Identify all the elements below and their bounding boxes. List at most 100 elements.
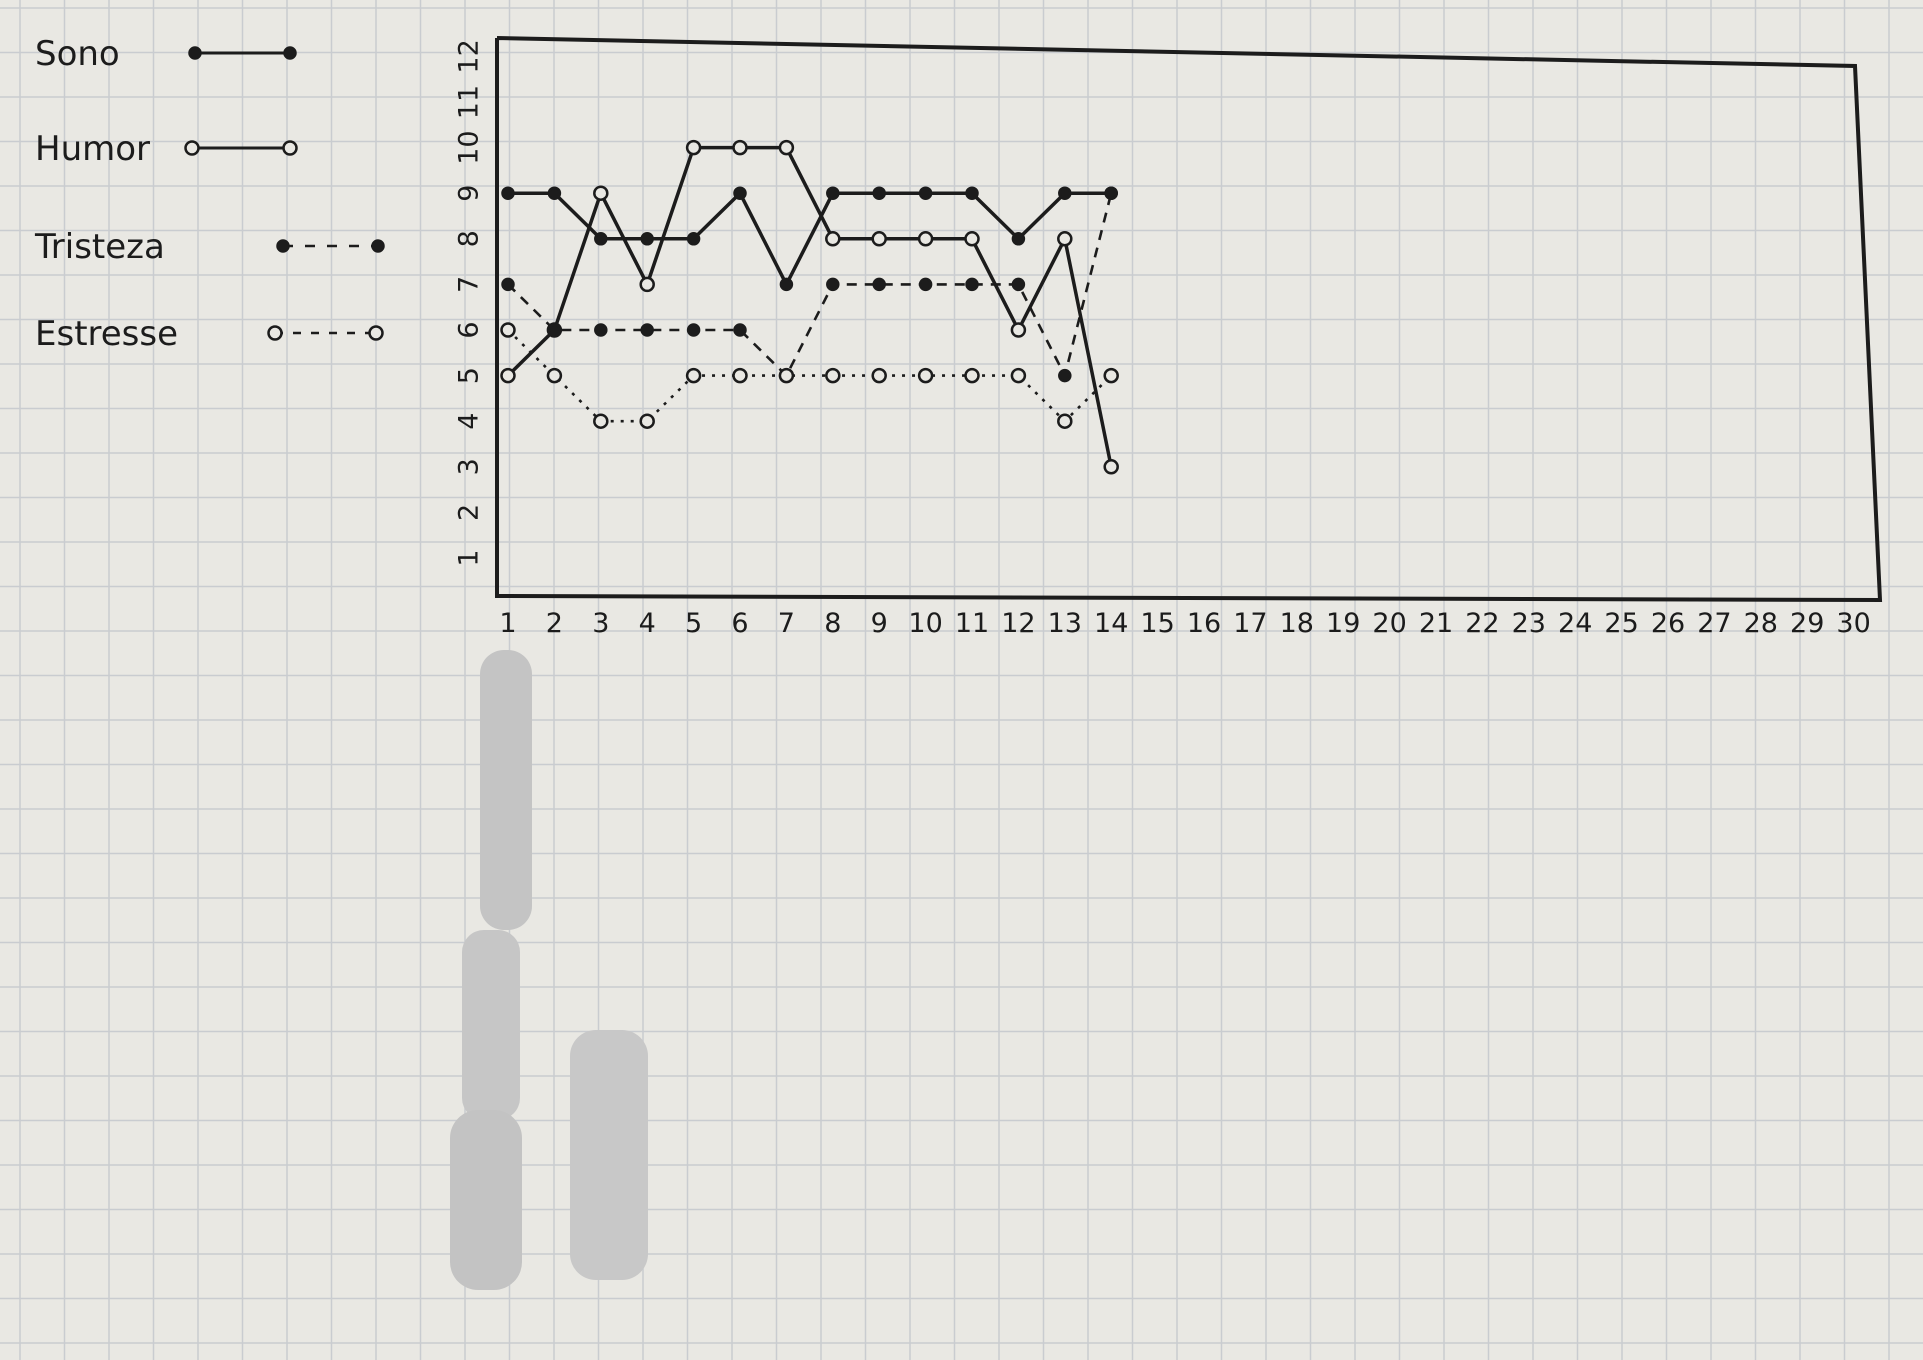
series-estresse bbox=[500, 322, 1119, 429]
data-point bbox=[965, 277, 979, 292]
legend-marker-sample bbox=[371, 239, 385, 253]
data-point bbox=[779, 277, 794, 292]
data-point bbox=[872, 277, 886, 292]
data-point bbox=[732, 139, 748, 156]
data-point bbox=[733, 323, 747, 337]
data-point bbox=[1103, 459, 1119, 475]
data-point bbox=[826, 277, 840, 292]
series-tristeza bbox=[501, 186, 1118, 383]
data-point bbox=[686, 232, 701, 246]
legend: Sono Humor Tristeza Estresse bbox=[34, 34, 385, 354]
data-point bbox=[918, 277, 933, 292]
x-tick-label: 15 bbox=[1140, 608, 1174, 639]
data-point bbox=[593, 413, 609, 429]
x-tick-label: 12 bbox=[1001, 608, 1035, 639]
x-tick-label: 8 bbox=[824, 608, 841, 639]
x-tick-label: 18 bbox=[1280, 608, 1314, 639]
legend-marker-sample bbox=[267, 325, 283, 341]
series-layer bbox=[500, 139, 1119, 475]
data-point bbox=[686, 323, 701, 337]
data-point bbox=[917, 367, 934, 384]
legend-marker-sample bbox=[283, 46, 297, 60]
x-tick-label: 14 bbox=[1094, 608, 1128, 639]
x-tick-label: 2 bbox=[546, 608, 563, 639]
series-line bbox=[506, 145, 1113, 468]
x-tick-label: 20 bbox=[1372, 608, 1406, 639]
y-tick-label: 6 bbox=[454, 321, 485, 338]
data-point bbox=[918, 186, 933, 200]
x-tick-label: 11 bbox=[955, 608, 989, 639]
data-point bbox=[547, 186, 562, 200]
data-point bbox=[501, 186, 515, 200]
data-point bbox=[500, 322, 516, 338]
data-point bbox=[1103, 367, 1119, 384]
x-tick-label: 19 bbox=[1326, 608, 1360, 639]
data-point bbox=[594, 323, 608, 337]
data-point bbox=[546, 367, 563, 384]
y-tick-label: 11 bbox=[454, 85, 485, 119]
x-tick-label: 9 bbox=[871, 608, 888, 639]
chart-frame bbox=[495, 36, 1883, 603]
data-point bbox=[1010, 322, 1027, 338]
y-tick-label: 10 bbox=[454, 130, 485, 164]
data-point bbox=[826, 186, 840, 200]
legend-marker-sample bbox=[282, 140, 298, 156]
data-point bbox=[640, 232, 654, 246]
x-tick-label: 30 bbox=[1836, 608, 1870, 639]
smudge-strip-side bbox=[570, 1030, 648, 1280]
x-tick-label: 24 bbox=[1558, 608, 1592, 639]
x-tick-label: 25 bbox=[1604, 608, 1638, 639]
chart-border bbox=[495, 36, 1883, 603]
legend-label: Humor bbox=[35, 129, 150, 169]
y-tick-label: 8 bbox=[454, 230, 485, 247]
legend-item-humor: Humor bbox=[35, 129, 298, 169]
data-point bbox=[732, 367, 748, 384]
data-point bbox=[1104, 186, 1118, 200]
erased-smudge bbox=[450, 650, 648, 1290]
legend-item-sono: Sono bbox=[35, 34, 297, 74]
data-point bbox=[825, 367, 841, 384]
x-tick-label: 1 bbox=[499, 608, 516, 639]
x-tick-label: 7 bbox=[778, 608, 795, 639]
legend-marker-sample bbox=[368, 325, 384, 341]
legend-item-tristeza: Tristeza bbox=[34, 227, 385, 267]
data-point bbox=[640, 323, 654, 337]
x-tick-label: 17 bbox=[1233, 608, 1267, 639]
data-point bbox=[1058, 186, 1072, 200]
x-tick-label: 29 bbox=[1790, 608, 1824, 639]
legend-label: Sono bbox=[35, 34, 120, 74]
legend-marker-sample bbox=[188, 46, 202, 60]
data-point bbox=[733, 186, 747, 200]
x-tick-label: 10 bbox=[908, 608, 942, 639]
data-point bbox=[594, 232, 608, 246]
smudge-strip-lower bbox=[450, 1110, 522, 1290]
x-tick-label: 4 bbox=[639, 608, 656, 639]
x-tick-label: 13 bbox=[1048, 608, 1082, 639]
y-tick-label: 9 bbox=[454, 185, 485, 202]
data-point bbox=[639, 276, 655, 293]
data-point bbox=[778, 139, 795, 156]
smudge-strip-upper bbox=[480, 650, 532, 930]
data-point bbox=[1011, 232, 1026, 246]
x-tick-label: 23 bbox=[1512, 608, 1546, 639]
data-point bbox=[1010, 367, 1027, 384]
x-tick-label: 28 bbox=[1744, 608, 1778, 639]
x-tick-label: 27 bbox=[1697, 608, 1731, 639]
data-point bbox=[964, 231, 980, 247]
data-point bbox=[500, 367, 516, 384]
legend-marker-sample bbox=[276, 239, 290, 253]
data-point bbox=[685, 367, 702, 384]
data-point bbox=[917, 231, 934, 247]
y-tick-label: 5 bbox=[454, 367, 485, 384]
y-tick-label: 1 bbox=[454, 549, 485, 566]
y-tick-label: 7 bbox=[454, 276, 485, 293]
data-point bbox=[1057, 231, 1073, 247]
data-point bbox=[685, 139, 702, 156]
x-tick-label: 26 bbox=[1651, 608, 1685, 639]
data-point bbox=[593, 185, 609, 201]
data-point bbox=[778, 367, 795, 384]
y-tick-label: 12 bbox=[454, 39, 485, 73]
data-point bbox=[547, 323, 562, 337]
